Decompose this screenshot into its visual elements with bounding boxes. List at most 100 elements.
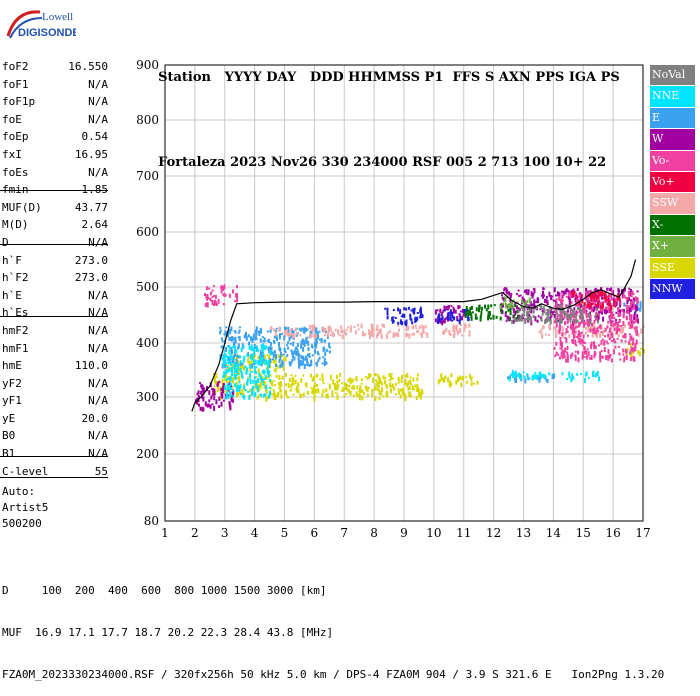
echo-mark (421, 389, 424, 394)
echo-mark (347, 326, 350, 329)
echo-mark (211, 289, 214, 292)
echo-mark (284, 350, 287, 353)
echo-mark (234, 374, 237, 380)
echo-mark (279, 389, 282, 392)
echo-mark (630, 289, 632, 293)
echo-mark (519, 294, 522, 297)
echo-mark (451, 319, 454, 322)
echo-mark (526, 304, 529, 309)
echo-mark (368, 373, 371, 379)
echo-mark (198, 403, 200, 407)
echo-mark (616, 296, 618, 302)
echo-mark (514, 310, 517, 316)
legend-item: NNW (650, 278, 695, 300)
echo-mark (223, 350, 226, 353)
echo-mark (536, 375, 539, 380)
echo-mark (378, 396, 381, 400)
echo-mark (611, 320, 614, 323)
echo-mark (264, 359, 267, 365)
echo-mark (259, 355, 262, 361)
echo-mark (227, 369, 230, 373)
echo-mark (523, 301, 526, 306)
echo-mark (577, 333, 580, 336)
echo-mark (618, 289, 620, 293)
echo-mark (601, 291, 603, 295)
echo-mark (500, 308, 503, 314)
echo-mark (301, 327, 303, 330)
echo-mark (499, 305, 502, 309)
echo-mark (543, 376, 546, 379)
echo-mark (457, 305, 460, 310)
echo-mark (296, 386, 298, 389)
echo-mark (604, 299, 607, 303)
echo-mark (414, 316, 417, 319)
echo-mark (334, 387, 337, 391)
echo-mark (547, 309, 550, 314)
echo-mark (284, 356, 287, 362)
echo-mark (561, 296, 564, 299)
echo-mark (351, 387, 353, 390)
echo-mark (608, 299, 611, 302)
echo-mark (317, 359, 320, 363)
echo-mark (551, 311, 554, 316)
echo-mark (323, 339, 326, 342)
echo-mark (409, 315, 412, 321)
echo-mark (635, 333, 638, 336)
echo-mark (422, 326, 425, 331)
echo-mark (234, 300, 237, 303)
scaled-parameters-panel: foF2 16.550 foF1 N/A foF1p N/A foE N/A foEp 0… (0, 58, 112, 480)
echo-mark (228, 367, 231, 372)
echo-mark (614, 345, 617, 349)
echo-mark (290, 349, 293, 353)
echo-mark (574, 314, 577, 318)
echo-mark (290, 374, 293, 377)
x-tick-label: 7 (340, 526, 348, 540)
echo-mark (405, 332, 408, 338)
echo-mark (241, 372, 243, 378)
echo-mark (348, 389, 351, 394)
echo-mark (478, 308, 480, 313)
echo-mark (603, 292, 606, 295)
echo-mark (557, 306, 560, 311)
echo-mark (553, 346, 556, 350)
echo-mark (292, 378, 294, 382)
echo-mark (278, 384, 281, 390)
echo-mark (448, 329, 451, 335)
echo-mark (384, 376, 387, 379)
echo-mark (623, 356, 626, 359)
echo-mark (375, 327, 378, 331)
echo-mark (355, 391, 358, 397)
echo-mark (560, 299, 562, 304)
param-value: N/A (88, 112, 108, 126)
header-label: DAY (266, 70, 297, 85)
param-separator (0, 190, 108, 191)
echo-mark (579, 339, 582, 345)
x-tick-label: 9 (400, 526, 408, 540)
echo-mark (375, 379, 378, 382)
echo-mark (577, 340, 580, 343)
echo-mark (311, 328, 314, 333)
echo-mark (231, 371, 234, 377)
echo-mark (628, 291, 630, 295)
echo-mark (243, 366, 246, 371)
echo-mark (583, 356, 586, 359)
param-name: yE (2, 411, 16, 425)
echo-mark (286, 328, 288, 332)
echo-mark (382, 395, 385, 398)
echo-mark (616, 337, 619, 340)
echo-mark (585, 372, 588, 377)
echo-mark (488, 311, 491, 316)
echo-mark (262, 353, 265, 356)
echo-mark (504, 303, 507, 305)
echo-mark (403, 313, 406, 318)
echo-mark (454, 326, 457, 330)
echo-mark (503, 297, 506, 302)
echo-mark (561, 290, 563, 293)
echo-mark (290, 328, 293, 334)
echo-mark (452, 324, 455, 330)
echo-mark (487, 311, 490, 317)
echo-mark (593, 328, 596, 334)
echo-mark (272, 393, 275, 396)
echo-mark (271, 358, 274, 361)
param-row: h`E N/A (0, 287, 112, 305)
